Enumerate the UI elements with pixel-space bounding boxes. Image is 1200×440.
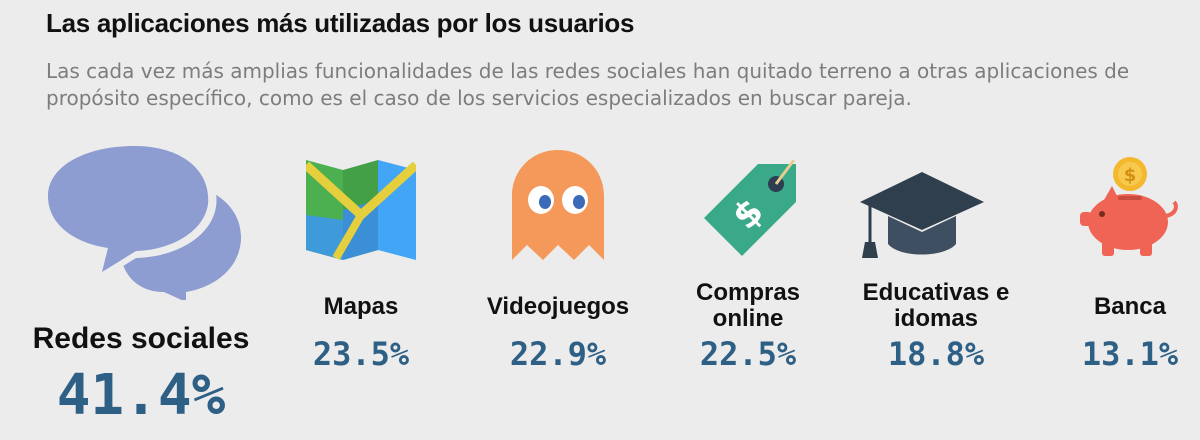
category-label-banca: Banca <box>1093 293 1167 320</box>
category-label-compras-online: Compras online <box>695 279 801 332</box>
chat-bubbles-icon <box>41 140 241 300</box>
map-icon <box>306 160 416 260</box>
category-label-videojuegos: Videojuegos <box>486 293 630 320</box>
category-label-educativas: Educativas e idomas <box>862 279 1010 332</box>
value-label-redes-sociales: 41.4% <box>56 363 226 428</box>
value-label-mapas: 23.5% <box>312 335 410 373</box>
value-label-educativas: 18.8% <box>887 335 985 373</box>
value-label-compras-online: 22.5% <box>699 335 797 373</box>
chart-subtitle: Las cada vez más amplias funcionalidades… <box>46 59 1130 110</box>
graduation-cap-icon <box>860 172 984 258</box>
value-label-banca: 13.1% <box>1081 335 1179 373</box>
ghost-icon <box>512 150 604 260</box>
piggy-bank-icon: $ <box>1080 157 1178 256</box>
category-label-redes-sociales: Redes sociales <box>32 322 250 355</box>
value-label-videojuegos: 22.9% <box>509 335 607 373</box>
price-tag-icon: $ <box>704 160 796 256</box>
chart-title: Las aplicaciones más utilizadas por los … <box>46 8 635 38</box>
category-label-mapas: Mapas <box>323 293 399 320</box>
svg-text:$: $ <box>1124 165 1137 186</box>
